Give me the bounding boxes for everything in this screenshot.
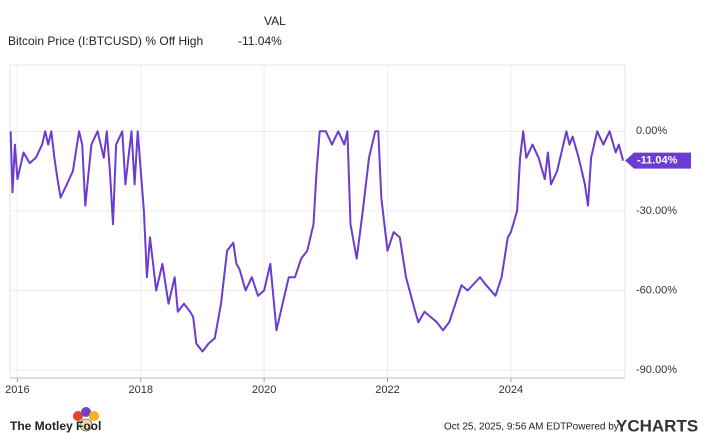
legend-value: -11.04% <box>238 34 282 48</box>
powered-by: Powered by <box>566 422 619 433</box>
timestamp: Oct 25, 2025, 9:56 AM EDT <box>444 422 566 433</box>
x-tick-label: 2018 <box>129 384 153 396</box>
x-tick-label: 2020 <box>252 384 276 396</box>
value-tag-label: -11.04% <box>637 155 678 167</box>
line-series <box>9 130 625 353</box>
legend-series-name: Bitcoin Price (I:BTCUSD) % Off High <box>8 34 203 48</box>
x-tick-label: 2022 <box>375 384 399 396</box>
brand: The Motley Fool <box>10 419 101 433</box>
y-tick-label: -90.00% <box>636 364 677 376</box>
x-tick-label: 2016 <box>5 384 29 396</box>
x-tick-label: 2024 <box>499 384 523 396</box>
plot-frame <box>9 64 626 379</box>
value-tag <box>625 152 691 169</box>
y-tick-label: 0.00% <box>636 125 667 137</box>
y-tick-label: -30.00% <box>636 205 677 217</box>
legend-header: VAL <box>264 14 286 28</box>
y-tick-label: -60.00% <box>636 284 677 296</box>
provider: YCHARTS <box>616 416 698 435</box>
logo-icon <box>73 407 99 432</box>
